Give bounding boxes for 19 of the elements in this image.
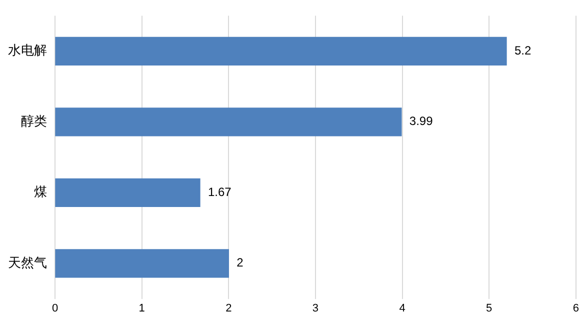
y-tick-label: 天然气 <box>8 256 47 271</box>
data-label: 3.99 <box>409 114 434 128</box>
data-label: 5.2 <box>514 43 532 58</box>
y-tick-label: 煤 <box>34 185 47 200</box>
x-tick-label: 1 <box>138 302 145 314</box>
y-tick-label: 水电解 <box>8 44 47 59</box>
x-tick-label: 5 <box>486 302 492 314</box>
bar <box>55 36 507 66</box>
y-tick-label: 醇类 <box>21 114 47 130</box>
data-label: 2 <box>236 256 244 270</box>
bar <box>55 108 402 136</box>
x-tick-label: 3 <box>312 302 319 314</box>
data-label: 1.67 <box>208 184 232 199</box>
bar <box>55 178 200 208</box>
x-tick-label: 4 <box>399 302 406 314</box>
x-tick-label: 2 <box>226 302 232 314</box>
bar <box>55 249 229 278</box>
x-tick-label: 0 <box>52 302 58 314</box>
x-tick-label: 6 <box>572 302 580 314</box>
